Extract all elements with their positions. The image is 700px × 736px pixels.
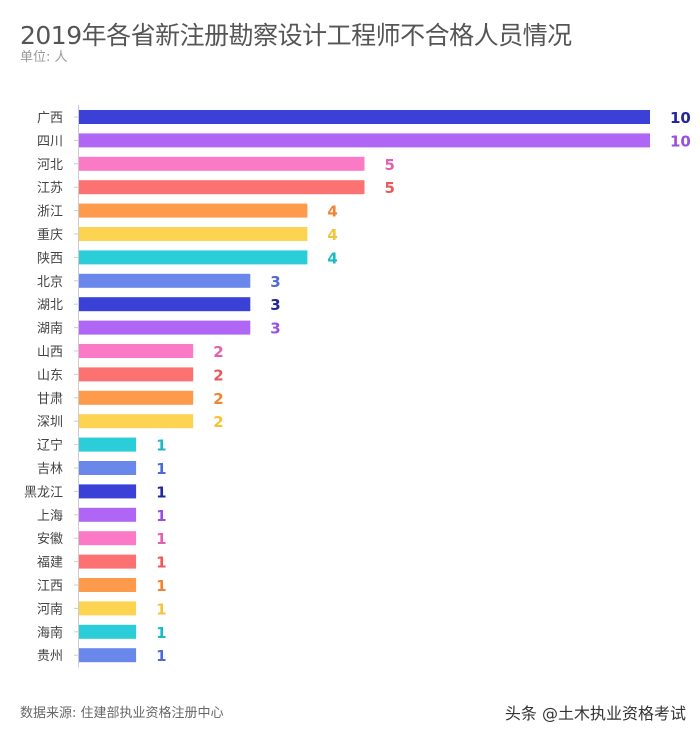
bar xyxy=(79,390,194,405)
data-label: 1 xyxy=(156,554,166,572)
data-label: 2 xyxy=(213,390,223,408)
category-label: 河南 xyxy=(37,601,63,617)
data-label: 1 xyxy=(156,507,166,525)
data-label: 10 xyxy=(670,132,691,150)
bar xyxy=(79,414,194,429)
data-label: 2 xyxy=(213,366,223,384)
watermark: 头条 @土木执业资格考试 xyxy=(504,704,686,723)
bar xyxy=(79,531,137,546)
data-label: 1 xyxy=(156,647,166,665)
category-label: 辽宁 xyxy=(37,438,63,454)
category-label: 江苏 xyxy=(37,180,63,196)
category-label: 海南 xyxy=(37,625,63,641)
data-label: 4 xyxy=(327,203,337,221)
data-label: 1 xyxy=(156,600,166,618)
bar xyxy=(79,554,137,569)
bar xyxy=(79,320,251,335)
category-label: 重庆 xyxy=(37,227,63,243)
category-label: 江西 xyxy=(37,579,63,594)
category-label: 北京 xyxy=(37,275,63,290)
data-label: 5 xyxy=(385,179,395,197)
data-label: 2 xyxy=(213,413,223,431)
bar xyxy=(79,601,137,616)
bar xyxy=(79,507,137,522)
data-label: 1 xyxy=(156,530,166,548)
category-label: 浙江 xyxy=(37,205,63,220)
data-label: 3 xyxy=(270,273,280,291)
bar xyxy=(79,367,194,382)
data-label: 5 xyxy=(385,156,395,174)
bar xyxy=(79,484,137,499)
data-label: 1 xyxy=(156,460,166,478)
bar xyxy=(79,624,137,639)
category-label: 山西 xyxy=(37,345,63,360)
bar xyxy=(79,648,137,663)
category-label: 四川 xyxy=(37,134,63,149)
bar xyxy=(79,133,650,148)
data-label: 3 xyxy=(270,320,280,338)
bar xyxy=(79,180,365,195)
category-label: 福建 xyxy=(37,556,63,571)
category-label: 湖南 xyxy=(37,321,63,337)
data-label: 4 xyxy=(327,226,337,244)
bar xyxy=(79,250,308,265)
data-label: 1 xyxy=(156,437,166,455)
category-label: 安徽 xyxy=(37,532,63,547)
category-label: 河北 xyxy=(37,158,63,173)
bar xyxy=(79,578,137,592)
category-label: 黑龙江 xyxy=(24,485,63,500)
chart-subtitle: 单位: 人 xyxy=(20,50,68,65)
data-label: 1 xyxy=(156,577,166,595)
category-label: 山东 xyxy=(37,368,63,383)
bar xyxy=(79,273,251,288)
chart-title: 2019年各省新注册勘察设计工程师不合格人员情况 xyxy=(20,21,572,50)
data-label: 1 xyxy=(156,483,166,501)
bar xyxy=(79,437,137,452)
category-label: 湖北 xyxy=(37,298,63,313)
bar xyxy=(79,110,650,124)
data-source: 数据来源: 住建部执业资格注册中心 xyxy=(20,706,224,721)
category-label: 甘肃 xyxy=(37,392,63,407)
category-label: 贵州 xyxy=(37,649,63,664)
data-label: 4 xyxy=(327,249,337,267)
bar xyxy=(79,203,308,218)
bar xyxy=(79,156,365,171)
data-label: 10 xyxy=(670,109,691,127)
bar-chart: 广西 10 四川 10 河北 5 江苏 5 浙江 4 重庆 4 陕西 4 北京 3 湖北 3 湖南 3 山西 2 山东 2 甘肃… xyxy=(24,105,691,668)
bar xyxy=(79,344,194,358)
bar xyxy=(79,227,308,241)
data-label: 1 xyxy=(156,624,166,642)
category-label: 深圳 xyxy=(37,415,63,430)
category-label: 吉林 xyxy=(37,462,63,477)
data-label: 3 xyxy=(270,296,280,314)
category-label: 陕西 xyxy=(37,251,63,266)
bar xyxy=(79,461,137,475)
bar xyxy=(79,297,251,312)
category-label: 上海 xyxy=(37,509,63,524)
category-label: 广西 xyxy=(37,111,63,126)
data-label: 2 xyxy=(213,343,223,361)
